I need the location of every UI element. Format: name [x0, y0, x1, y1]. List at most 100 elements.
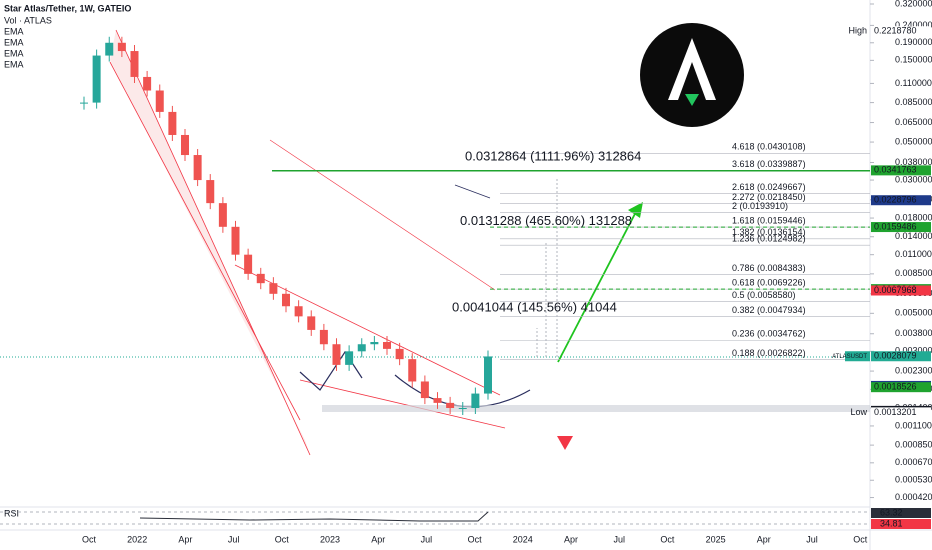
candle: [218, 203, 227, 227]
trend-line: [454, 184, 491, 199]
x-tick-label: 2022: [127, 534, 147, 544]
logo-triangle: [685, 94, 699, 106]
support-zone: [322, 405, 870, 412]
candle: [269, 283, 278, 294]
candle: [282, 293, 290, 307]
price-tag-name: High: [848, 26, 867, 36]
x-tick-label: 2024: [513, 534, 533, 544]
x-tick-label: Oct: [468, 534, 483, 544]
candle: [155, 90, 164, 112]
trend-line: [109, 61, 301, 421]
rsi-line: [139, 511, 489, 522]
price-tag-label: 0.0159486: [874, 221, 917, 231]
symbol-tag-bg: [845, 351, 870, 362]
x-tick-label: Oct: [660, 534, 675, 544]
price-tag: [871, 195, 931, 206]
channel-fill: [110, 30, 310, 455]
x-tick-label: Oct: [82, 534, 97, 544]
trend-line: [269, 139, 496, 291]
fib-label: 0.382 (0.0047934): [732, 305, 806, 315]
price-tag: [871, 382, 931, 393]
x-tick-label: Apr: [757, 534, 771, 544]
candle: [408, 359, 417, 382]
candle: [92, 55, 101, 103]
candle: [319, 329, 328, 345]
indicator-label: EMA: [4, 48, 24, 58]
candle: [307, 316, 316, 330]
indicator-label: EMA: [4, 37, 24, 47]
price-tag-label: 0.0013201: [874, 407, 917, 417]
candle: [420, 381, 429, 399]
measure-label: 0.0041044 (145.56%) 41044: [452, 299, 617, 314]
candle: [395, 348, 404, 360]
fib-label: 2.272 (0.0218450): [732, 192, 806, 202]
fib-label: 3.618 (0.0339887): [732, 159, 806, 169]
indicator-label: EMA: [4, 59, 24, 69]
candle: [105, 42, 114, 56]
candle: [130, 51, 139, 77]
measure-label: 0.0312864 (1111.96%) 312864: [465, 148, 641, 163]
price-tag-label: 0.2218780: [874, 26, 917, 36]
candle: [433, 398, 442, 403]
x-tick-label: Jul: [228, 534, 240, 544]
logo: [640, 23, 744, 127]
candle: [345, 351, 354, 365]
candle: [484, 356, 492, 394]
price-tag-label: 0.0228796: [874, 195, 917, 205]
down-marker: [557, 436, 573, 450]
candle: [80, 102, 88, 104]
price-tag: [871, 222, 931, 233]
price-tag-label: 0.0341763: [874, 165, 917, 175]
price-tag: [871, 26, 931, 37]
x-tick-label: 2023: [320, 534, 340, 544]
candle: [193, 155, 202, 181]
candle: [244, 254, 253, 274]
trend-line: [234, 264, 501, 396]
trend-line: [299, 379, 506, 429]
fib-label: 2 (0.0193910): [732, 201, 788, 211]
chart-title: Star Atlas/Tether, 1W, GATEIO: [4, 3, 131, 13]
rsi-tag: [871, 508, 931, 518]
rsi-tag: [871, 519, 931, 529]
candle: [357, 344, 366, 352]
candle: [446, 402, 455, 409]
candle: [168, 111, 177, 135]
fib-label: 1.618 (0.0159446): [732, 215, 806, 225]
candle: [231, 226, 240, 255]
x-tick-label: 2025: [706, 534, 726, 544]
x-tick-label: Jul: [806, 534, 818, 544]
candle: [117, 42, 126, 52]
candle: [471, 393, 480, 409]
fib-label: 0.188 (0.0026822): [732, 348, 806, 358]
candle: [294, 306, 303, 317]
fib-label: 0.618 (0.0069226): [732, 278, 806, 288]
price-tag: [871, 165, 931, 176]
fib-label: 1.236 (0.0124982): [732, 234, 806, 244]
rsi-label: RSI: [4, 508, 19, 518]
fib-label: 1.382 (0.0136154): [732, 227, 806, 237]
price-tag-label: 0.0018526: [874, 382, 917, 392]
x-tick-label: Jul: [421, 534, 433, 544]
fib-label: 4.618 (0.0430108): [732, 142, 806, 152]
x-tick-label: Apr: [564, 534, 578, 544]
x-tick-label: Apr: [371, 534, 385, 544]
y-tick-label: 0.0004200: [895, 492, 932, 502]
